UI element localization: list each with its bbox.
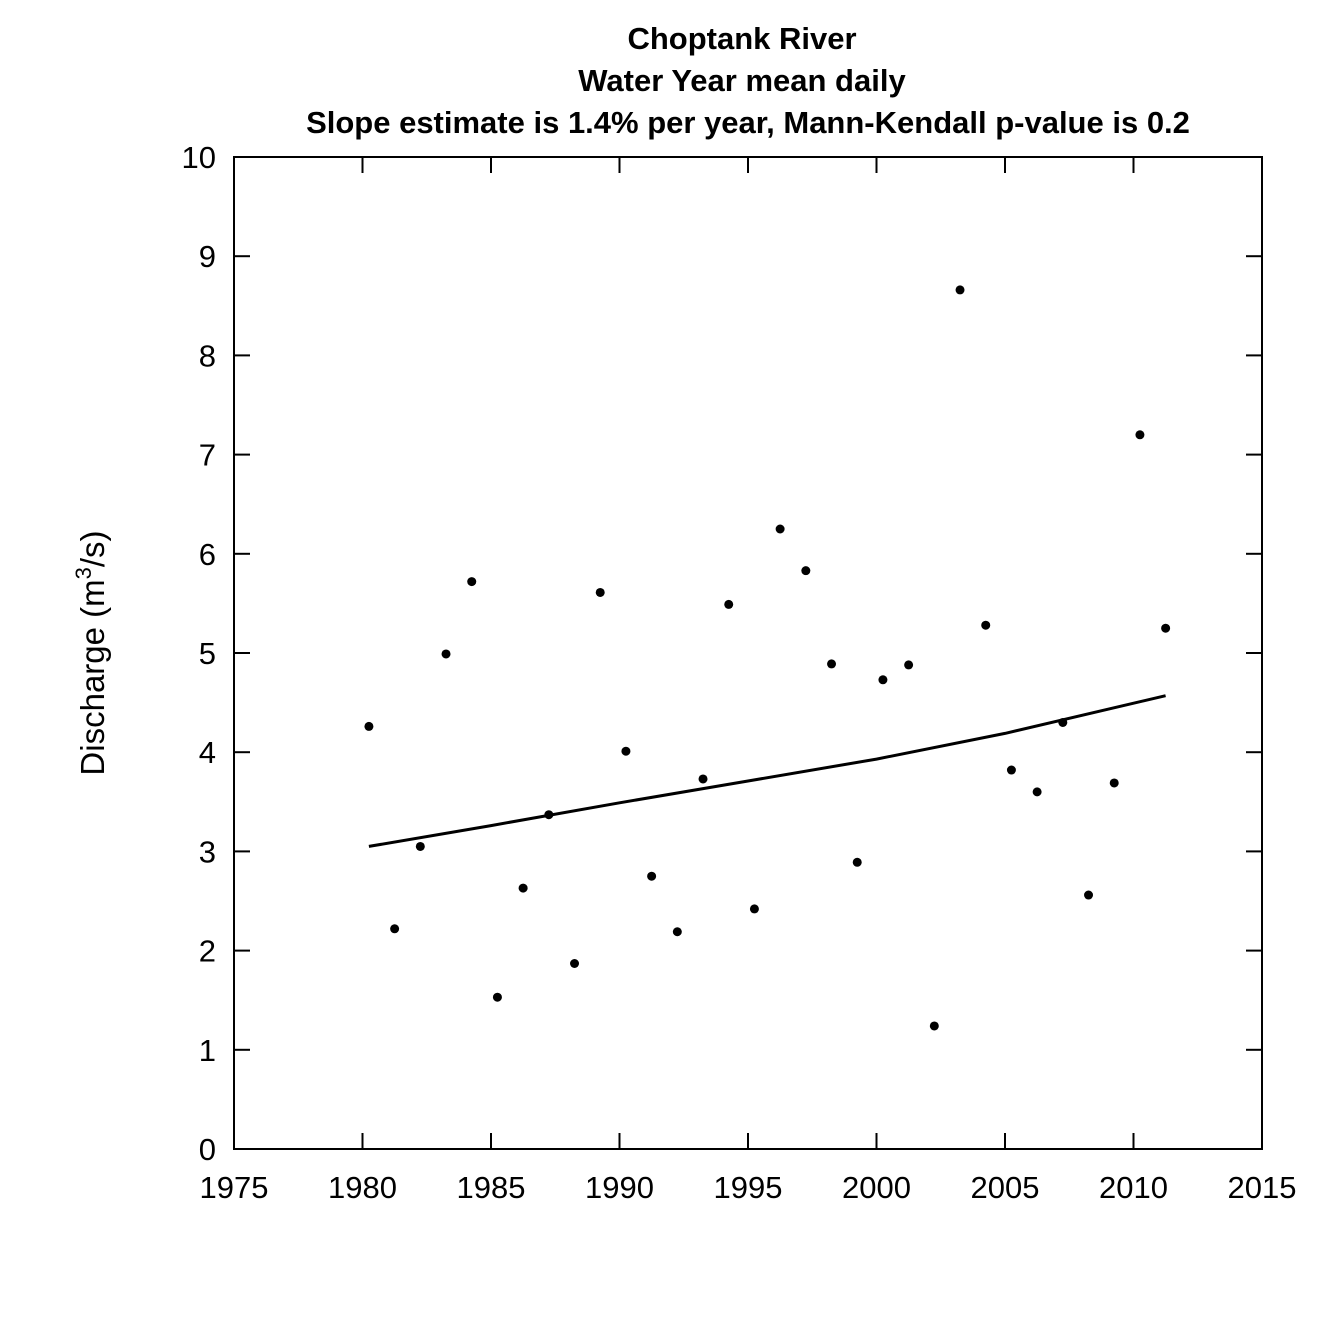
data-point <box>467 577 477 587</box>
data-point <box>492 992 502 1002</box>
x-tick-label: 1995 <box>714 1170 783 1205</box>
x-tick-label: 2010 <box>1099 1170 1168 1205</box>
plot-frame <box>233 156 1263 1150</box>
data-point <box>390 924 400 934</box>
x-tick-label: 1975 <box>200 1170 269 1205</box>
y-axis-label-tail: /s) <box>74 530 111 567</box>
data-point <box>724 599 734 609</box>
data-point <box>672 927 682 937</box>
title-line-3: Slope estimate is 1.4% per year, Mann-Ke… <box>306 105 1190 140</box>
data-point <box>621 746 631 756</box>
title-line-1: Choptank River <box>627 21 856 56</box>
y-tick-label: 4 <box>199 735 216 770</box>
y-axis-label-main: Discharge (m <box>74 579 111 775</box>
data-point <box>904 660 914 670</box>
y-tick-label: 9 <box>199 239 216 274</box>
chart-title: Choptank River Water Year mean daily Slo… <box>306 21 1190 140</box>
data-point <box>1032 787 1042 797</box>
data-point <box>929 1021 939 1031</box>
data-point <box>647 871 657 881</box>
y-tick-label: 6 <box>199 537 216 572</box>
y-axis-label: Discharge (m3/s) <box>71 530 111 775</box>
data-point <box>441 649 451 659</box>
data-point <box>518 883 528 893</box>
y-tick-label: 3 <box>199 834 216 869</box>
data-point <box>595 587 605 597</box>
y-tick-label: 1 <box>199 1033 216 1068</box>
data-point <box>1006 765 1016 775</box>
y-tick-label: 10 <box>182 140 216 175</box>
data-points <box>364 285 1171 1031</box>
data-point <box>955 285 965 295</box>
data-point <box>878 675 888 685</box>
data-point <box>801 566 811 576</box>
data-point <box>570 958 580 968</box>
data-point <box>1109 778 1119 788</box>
data-point <box>749 904 759 914</box>
x-tick-label: 1985 <box>457 1170 526 1205</box>
y-tick-label: 2 <box>199 934 216 969</box>
x-tick-label: 2005 <box>971 1170 1040 1205</box>
x-tick-label: 1990 <box>585 1170 654 1205</box>
x-tick-label: 2000 <box>842 1170 911 1205</box>
y-tick-label: 5 <box>199 636 216 671</box>
data-point <box>827 659 837 669</box>
data-point <box>775 524 785 534</box>
data-point <box>364 721 374 731</box>
axis-ticks <box>233 156 1263 1150</box>
data-point <box>1084 890 1094 900</box>
trend-line <box>368 694 1166 848</box>
axis-tick-labels: 1975 1980 1985 1990 1995 2000 2005 2010 2015 0 1 2 3… <box>182 140 1297 1205</box>
data-point <box>1058 717 1068 727</box>
y-tick-label: 8 <box>199 338 216 373</box>
data-point <box>415 841 425 851</box>
x-tick-label: 1980 <box>328 1170 397 1205</box>
data-point <box>981 620 991 630</box>
data-point <box>1161 623 1171 633</box>
title-line-2: Water Year mean daily <box>578 63 906 98</box>
y-tick-label: 7 <box>199 438 216 473</box>
data-point <box>1135 430 1145 440</box>
y-tick-label: 0 <box>199 1132 216 1167</box>
y-axis-label-superscript: 3 <box>71 567 96 579</box>
data-point <box>698 774 708 784</box>
data-point <box>852 857 862 867</box>
x-tick-label: 2015 <box>1228 1170 1297 1205</box>
data-point <box>544 810 554 820</box>
